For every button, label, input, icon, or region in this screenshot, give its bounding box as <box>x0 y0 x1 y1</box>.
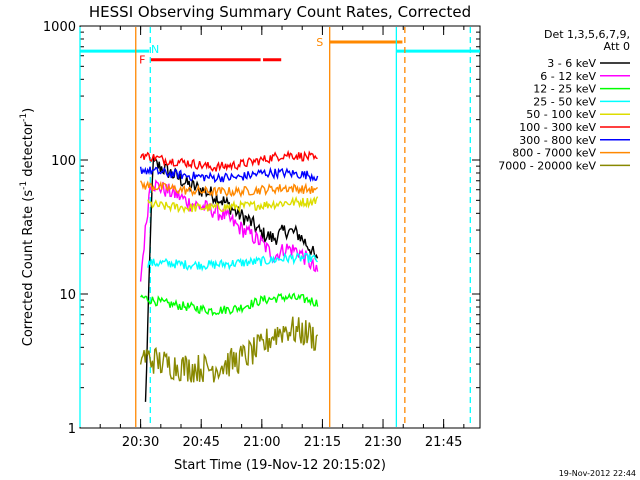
series-line <box>147 252 319 272</box>
legend-header-line-1: Det 1,3,5,6,7,9, <box>544 28 630 41</box>
x-tick-label: 21:15 <box>304 435 341 450</box>
x-tick-label: 21:45 <box>425 435 462 450</box>
y-tick-label: 1000 <box>43 20 76 35</box>
series-line <box>147 195 319 214</box>
chart-title: HESSI Observing Summary Count Rates, Cor… <box>89 3 471 21</box>
legend-entry-label: 7000 - 20000 keV <box>498 159 596 172</box>
x-axis-ticks: 20:30 20:45 21:00 21:15 21:30 21:45 <box>99 26 465 450</box>
legend-entry-label: 300 - 800 keV <box>519 134 596 147</box>
flag-label: N <box>151 43 159 56</box>
legend-entry-label: 100 - 300 keV <box>519 121 596 134</box>
y-tick-label: 10 <box>59 288 76 303</box>
series-line <box>139 316 319 383</box>
y-axis-ticks: 1 10 100 1000 <box>43 20 480 437</box>
legend-header-line-2: Att 0 <box>604 40 630 53</box>
x-tick-label: 21:00 <box>243 435 280 450</box>
observing-flags: NF S <box>80 36 480 67</box>
x-tick-label: 20:30 <box>122 435 159 450</box>
legend-entry-label: 6 - 12 keV <box>540 70 596 83</box>
series-line <box>139 179 319 282</box>
flag-label: F <box>139 54 145 67</box>
series-line <box>140 292 319 317</box>
x-tick-label: 20:45 <box>182 435 219 450</box>
series-lines <box>139 149 319 402</box>
plot-frame <box>79 25 481 429</box>
x-tick-label: 21:30 <box>364 435 401 450</box>
legend-entry-label: 12 - 25 keV <box>533 83 596 96</box>
event-vertical-lines <box>79 27 471 427</box>
series-line <box>139 149 318 172</box>
legend-entry-label: 50 - 100 keV <box>526 108 596 121</box>
legend-entry-label: 25 - 50 keV <box>533 95 596 108</box>
series-line <box>139 166 319 184</box>
y-tick-label: 100 <box>51 154 76 169</box>
timestamp: 19-Nov-2012 22:44 <box>559 469 636 478</box>
y-tick-label: 1 <box>68 422 76 437</box>
series-line <box>139 180 319 199</box>
legend-entry-label: 3 - 6 keV <box>547 57 596 70</box>
legend-entry-label: 800 - 7000 keV <box>512 147 596 160</box>
x-axis-label: Start Time (19-Nov-12 20:15:02) <box>174 458 386 473</box>
y-axis-label: Corrected Count Rate (s-1 detector-1) <box>19 108 36 346</box>
flag-label: S <box>316 36 323 49</box>
